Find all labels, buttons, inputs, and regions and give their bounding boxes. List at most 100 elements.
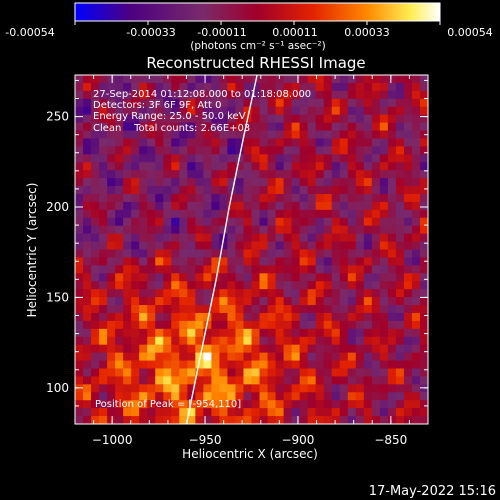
heatmap-cell (147, 297, 156, 306)
heatmap-cell (171, 344, 180, 354)
heatmap-cell (267, 305, 277, 314)
heatmap-cell (147, 130, 156, 140)
heatmap-cell (323, 225, 333, 235)
heatmap-cell (331, 114, 341, 124)
heatmap-cell (379, 249, 389, 259)
heatmap-cell (187, 154, 196, 163)
heatmap-cell (283, 400, 293, 409)
heatmap-cell (315, 170, 325, 179)
heatmap-cell (219, 106, 229, 116)
heatmap-cell (411, 233, 421, 243)
heatmap-cell (155, 130, 164, 140)
heatmap-cell (123, 392, 132, 401)
heatmap-cell (75, 75, 84, 84)
heatmap-cell (299, 312, 309, 322)
heatmap-cell (355, 114, 365, 124)
heatmap-cell (227, 225, 237, 235)
heatmap-cell (235, 384, 245, 393)
heatmap-cell (75, 392, 84, 401)
heatmap-cell (187, 249, 196, 259)
heatmap-cell (299, 368, 309, 378)
heatmap-cell (155, 273, 164, 282)
heatmap-cell (219, 225, 229, 235)
heatmap-cell (107, 257, 116, 266)
heatmap-cell (315, 328, 325, 338)
heatmap-cell (355, 312, 365, 322)
heatmap-cell (115, 130, 124, 140)
heatmap-cell (139, 106, 148, 116)
heatmap-cell (339, 233, 349, 243)
heatmap-cell (155, 305, 164, 314)
heatmap-cell (307, 297, 317, 306)
heatmap-cell (371, 408, 381, 417)
heatmap-cell (219, 384, 229, 393)
heatmap-cell (203, 98, 212, 108)
heatmap-cell (379, 233, 389, 243)
heatmap-cell (339, 249, 349, 259)
heatmap-cell (275, 106, 285, 116)
heatmap-cell (411, 82, 421, 92)
heatmap-cell (323, 273, 333, 282)
heatmap-cell (235, 201, 245, 211)
heatmap-cell (259, 217, 269, 227)
heatmap-cell (235, 217, 245, 227)
heatmap-cell (339, 98, 349, 108)
heatmap-cell (267, 273, 277, 282)
heatmap-cell (347, 273, 357, 282)
heatmap-cell (235, 75, 245, 84)
heatmap-cell (155, 90, 164, 100)
heatmap-cell (155, 392, 164, 401)
heatmap-cell (283, 98, 293, 108)
heatmap-cell (243, 289, 253, 298)
heatmap-cell (275, 297, 285, 306)
heatmap-cell (243, 392, 253, 401)
heatmap-cell (187, 241, 196, 251)
heatmap-cell (379, 146, 389, 155)
heatmap-cell (139, 416, 148, 424)
heatmap-cell (307, 90, 317, 100)
heatmap-cell (235, 138, 245, 147)
heatmap-cell (379, 201, 389, 211)
heatmap-cell (75, 360, 84, 370)
heatmap-cell (115, 98, 124, 108)
heatmap-cell (355, 257, 365, 266)
heatmap-cell (267, 130, 277, 140)
heatmap-cell (251, 106, 261, 116)
heatmap-cell (379, 408, 389, 417)
heatmap-cell (179, 392, 188, 401)
heatmap-cell (363, 82, 373, 92)
heatmap-cell (179, 90, 188, 100)
heatmap-cell (83, 75, 92, 84)
heatmap-cell (139, 257, 148, 266)
heatmap-cell (171, 138, 180, 147)
y-axis-label: Heliocentric Y (arcsec) (25, 183, 39, 318)
heatmap-cell (75, 312, 84, 322)
heatmap-cell (283, 368, 293, 378)
heatmap-cell (419, 312, 428, 322)
heatmap-cell (371, 249, 381, 259)
heatmap-cell (195, 368, 204, 378)
heatmap-cell (395, 186, 405, 195)
heatmap-cell (91, 186, 100, 195)
heatmap-cell (219, 265, 229, 274)
heatmap-cell (115, 241, 124, 251)
heatmap-cell (403, 392, 413, 401)
heatmap-cell (331, 416, 341, 424)
heatmap-cell (307, 360, 317, 370)
heatmap-cell (395, 82, 405, 92)
heatmap-cell (315, 241, 325, 251)
annotation-energy: Energy Range: 25.0 - 50.0 keV (93, 111, 246, 122)
colorbar-tick-4: 0.00033 (344, 26, 390, 39)
heatmap-cell (155, 376, 164, 385)
heatmap-cell (171, 82, 180, 92)
heatmap-cell (235, 114, 245, 124)
heatmap-cell (387, 392, 397, 401)
heatmap-cell (379, 281, 389, 290)
heatmap-cell (251, 209, 261, 219)
heatmap-cell (275, 217, 285, 227)
heatmap-cell (163, 75, 172, 84)
heatmap-cell (339, 273, 349, 282)
heatmap-cell (403, 312, 413, 322)
heatmap-cell (331, 186, 341, 195)
heatmap-cell (107, 154, 116, 163)
